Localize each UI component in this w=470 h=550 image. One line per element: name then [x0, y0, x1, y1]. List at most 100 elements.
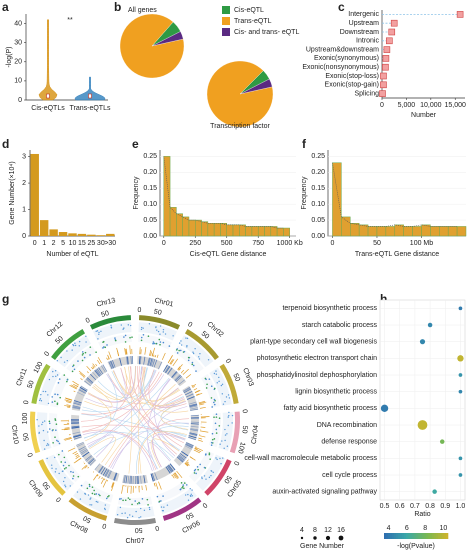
legend-label: Cis- and trans- eQTL	[234, 29, 299, 36]
circos-tick-label: 0	[201, 501, 209, 509]
colorbar-cell	[422, 533, 425, 539]
bubble	[457, 355, 464, 362]
track-dot	[224, 400, 226, 403]
track-bg	[44, 454, 75, 491]
track-dot	[77, 360, 79, 362]
track-bar	[126, 348, 128, 355]
track-bar	[101, 477, 103, 479]
colorbar-cell	[392, 533, 395, 539]
track-bg	[83, 364, 108, 387]
track-dot	[158, 338, 161, 341]
size-legend-title: Gene Number	[300, 543, 345, 550]
track-bar	[92, 367, 95, 369]
track-bar	[78, 370, 86, 377]
track-bg	[156, 480, 190, 503]
density-stripe	[98, 465, 104, 473]
track-dot	[215, 432, 218, 434]
link	[152, 418, 189, 468]
track-dot	[43, 439, 45, 442]
density-stripe	[183, 388, 192, 394]
track-dot	[72, 344, 75, 347]
colorbar-cell	[444, 533, 447, 539]
link	[152, 433, 186, 468]
panel-label: f	[302, 137, 307, 151]
track-dot	[38, 431, 41, 434]
track-dot	[88, 485, 91, 488]
bubble	[439, 439, 445, 444]
track-bar	[97, 474, 99, 477]
track-dot	[81, 359, 84, 362]
circos-tick-label: 100	[236, 441, 246, 454]
density-stripe	[100, 467, 106, 475]
density-stripe	[150, 473, 154, 482]
density-stripe	[95, 369, 101, 377]
panel-label: a	[2, 0, 9, 14]
track-bar	[86, 371, 89, 374]
track-dot	[224, 428, 226, 431]
histogram-bar	[358, 224, 369, 237]
x-tick-label: 5	[61, 240, 65, 247]
track-dot	[191, 361, 194, 364]
density-stripe	[71, 426, 80, 429]
link	[106, 365, 136, 396]
track-dot	[62, 464, 65, 467]
track-bar	[194, 446, 203, 452]
track-dot	[190, 493, 192, 496]
track-bar	[92, 471, 95, 473]
density-stripe	[95, 369, 101, 376]
circos-tick-label: 0	[186, 321, 193, 329]
panel-label: c	[338, 0, 345, 14]
density-stripe	[79, 447, 87, 453]
density-stripe	[175, 375, 182, 382]
track-dot	[138, 517, 140, 519]
track-dot	[54, 419, 57, 421]
density-stripe	[110, 360, 115, 369]
category-label: photosynthetic electron transport chain	[257, 355, 377, 362]
size-legend-dot	[313, 536, 317, 540]
circos-tick-label: 50	[200, 330, 211, 340]
category-label: Intronic	[356, 38, 379, 45]
track-dot	[140, 339, 143, 342]
track-bar	[117, 352, 120, 357]
chromosome-label: Chr12	[46, 321, 65, 339]
colorbar-cell	[414, 533, 417, 539]
chromosome-arc	[219, 363, 239, 404]
track-bar	[192, 386, 195, 388]
track-dot	[41, 423, 43, 426]
y-tick-label: 0.20	[143, 169, 157, 176]
density-stripe	[71, 419, 80, 421]
x-tick-label: 0	[380, 102, 384, 109]
track-dot	[95, 351, 97, 354]
track-dot	[140, 507, 142, 510]
track-dot	[162, 331, 164, 333]
density-stripe	[102, 364, 108, 372]
density-stripe	[154, 472, 158, 481]
track-dot	[86, 487, 89, 490]
density-stripe	[181, 451, 189, 457]
bubble	[432, 489, 437, 494]
colorbar-tick-label: 8	[423, 525, 427, 532]
track-dot	[147, 335, 150, 338]
track-dot	[213, 387, 216, 390]
density-stripe	[189, 403, 198, 407]
density-stripe	[179, 453, 187, 459]
track-bg	[173, 345, 204, 374]
bubble	[380, 404, 389, 413]
density-stripe	[71, 420, 80, 422]
y-tick-label: 0	[18, 97, 22, 104]
histogram-bar	[182, 216, 190, 237]
track-bar	[180, 369, 185, 374]
chromosome-arc	[68, 497, 108, 521]
track-dot	[95, 493, 98, 495]
track-dot	[185, 337, 187, 339]
track-bar	[194, 448, 202, 453]
density-stripe	[167, 465, 173, 473]
link	[81, 366, 132, 422]
track-dot	[162, 341, 165, 344]
y-tick-label: 0.10	[311, 201, 325, 208]
track-dot	[221, 440, 223, 442]
histogram-bar	[367, 226, 378, 237]
density-stripe	[139, 356, 141, 365]
density-stripe	[73, 434, 82, 438]
density-stripe	[188, 436, 197, 441]
